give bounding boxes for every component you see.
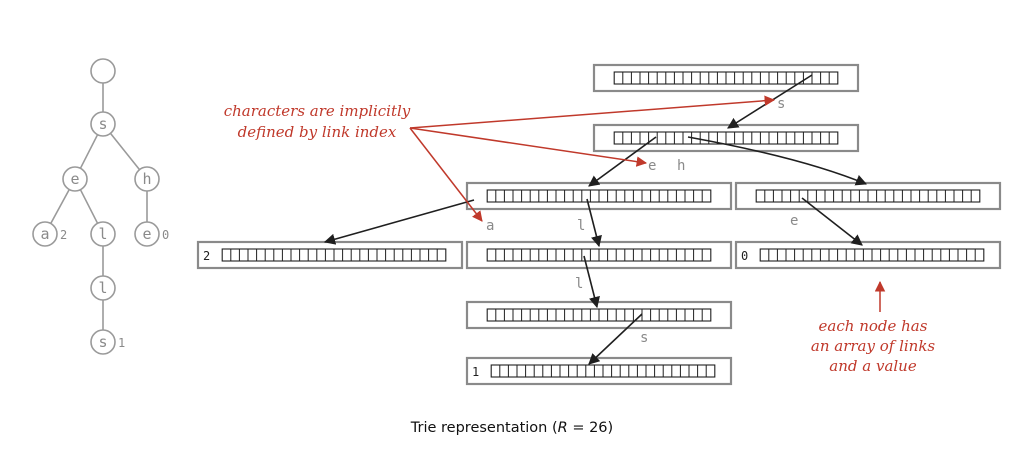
tree-node-char: e	[70, 170, 79, 188]
node-value: 2	[203, 249, 210, 263]
tree-node-circle	[90, 221, 116, 247]
tree-node-circle	[134, 221, 160, 247]
tree-node-value: 2	[60, 228, 67, 242]
abstract-trie: se ha 2 l e 0ls 1	[32, 58, 169, 355]
link-sell-sells	[588, 313, 643, 365]
tree-edges	[50, 83, 148, 330]
link-labels: s e h a l e l s	[486, 96, 798, 346]
link-se-sel	[586, 198, 602, 248]
tree-node-root	[90, 58, 116, 84]
link-label-e2: e	[790, 213, 798, 229]
tree-node-circle	[90, 275, 116, 301]
link-label-h: h	[677, 158, 685, 174]
node-array-n-root	[592, 63, 860, 93]
link-label-s2: s	[640, 330, 648, 346]
link-label-s: s	[777, 96, 785, 112]
tree-edge-se-sel	[79, 189, 99, 224]
annotation-link-index-line-2: defined by link index	[238, 123, 397, 141]
tree-node-circle	[90, 329, 116, 355]
tree-node-sel: l	[90, 221, 116, 247]
tree-node-circle	[32, 221, 58, 247]
tree-node-circle	[134, 166, 160, 192]
annotation-arrow-e	[409, 127, 648, 167]
link-se-sea	[323, 199, 475, 245]
tree-node-value: 0	[162, 228, 169, 242]
link-label-e: e	[648, 158, 656, 174]
node-array-n-she: 0	[734, 240, 1002, 270]
tree-node-circle	[62, 166, 88, 192]
annotation-node-array-line-1: each node has	[819, 317, 928, 335]
link-label-l1: l	[577, 218, 585, 234]
node-array-n-sells: 1	[465, 356, 733, 386]
node-arrays: 2 0 1	[196, 63, 1002, 386]
tree-node-char: l	[98, 279, 107, 297]
tree-node-se: e	[62, 166, 88, 192]
annotation-node-array: each node has an array of links and a va…	[811, 280, 936, 375]
link-sh-she	[801, 197, 863, 246]
annotation-arrow-a	[409, 127, 483, 222]
trie-links	[323, 74, 868, 365]
caption-prefix: Trie representation (	[410, 420, 558, 436]
link-s-sh	[687, 136, 868, 186]
tree-node-sell: l	[90, 275, 116, 301]
node-array-n-s	[592, 123, 860, 153]
caption-suffix: = 26)	[568, 420, 613, 436]
tree-node-char: l	[98, 225, 107, 243]
tree-node-char: s	[98, 115, 107, 133]
tree-edge-se-sea	[50, 189, 70, 224]
annotation-link-index-line-1: characters are implicitly	[224, 102, 411, 120]
annotation-node-array-line-3: and a value	[829, 357, 917, 375]
link-label-l2: l	[575, 276, 583, 292]
link-label-a: a	[486, 218, 494, 234]
annotation-node-array-line-2: an array of links	[811, 337, 936, 355]
node-array-n-sea: 2	[196, 240, 464, 270]
figure-caption: Trie representation (R = 26)	[410, 420, 613, 436]
tree-node-circle	[90, 111, 116, 137]
annotation-link-index: characters are implicitly defined by lin…	[224, 95, 776, 222]
tree-edge-s-se	[79, 134, 99, 169]
node-value: 1	[472, 365, 479, 379]
link-s-se	[588, 136, 657, 187]
tree-edge-s-sh	[109, 132, 141, 171]
tree-nodes: se ha 2 l e 0ls 1	[32, 58, 169, 355]
annotation-arrow-s	[409, 95, 776, 129]
tree-node-circle	[90, 58, 116, 84]
tree-node-char: a	[40, 225, 49, 243]
tree-node-value: 1	[118, 336, 125, 350]
node-value: 0	[741, 249, 748, 263]
caption-variable: R	[558, 420, 568, 436]
tree-node-char: e	[142, 225, 151, 243]
node-array-n-sh	[734, 181, 1002, 211]
link-sel-sell	[583, 255, 600, 309]
tree-node-s: s	[90, 111, 116, 137]
tree-node-char: s	[98, 333, 107, 351]
node-array-n-se	[465, 181, 733, 211]
node-array-n-sell	[465, 300, 733, 330]
tree-node-char: h	[142, 170, 151, 188]
tree-node-sh: h	[134, 166, 160, 192]
